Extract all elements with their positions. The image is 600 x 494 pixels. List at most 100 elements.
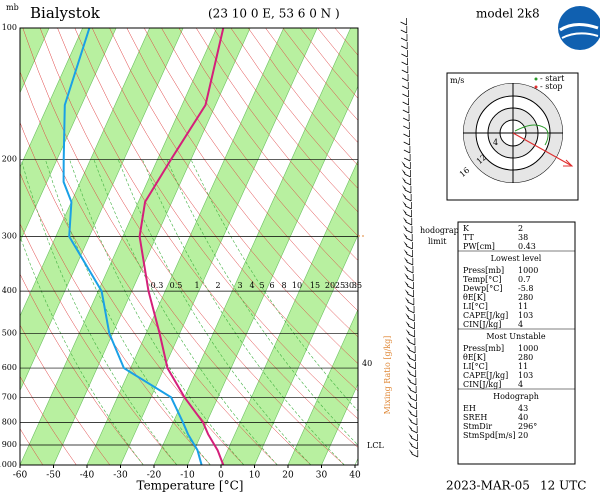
hodo-ring: 4 (493, 138, 498, 147)
barb-pennant (405, 313, 410, 318)
barb-staff (404, 189, 412, 194)
dry-adiabat (213, 28, 358, 213)
barb-pennant (403, 241, 408, 246)
dry-adiabat (20, 223, 178, 465)
y-tick-label: 900 (2, 440, 17, 449)
isotherm-band (20, 28, 251, 465)
barb-pennant (402, 217, 407, 222)
barb-pennant (404, 297, 409, 302)
barb-staff (408, 333, 415, 338)
barb-staff (406, 269, 414, 274)
barb-pennant (407, 417, 412, 422)
index-value: -5.8 (518, 284, 533, 293)
dry-adiabat (126, 28, 358, 338)
section-title: Lowest level (491, 254, 542, 263)
barb-staff (407, 277, 414, 282)
index-name: EH (463, 404, 476, 413)
barb-staff (409, 381, 417, 386)
y-tick-label: 700 (2, 392, 17, 401)
barb-staff (408, 317, 415, 322)
isotherm (20, 28, 83, 168)
isotherm (254, 234, 358, 465)
barb-pennant (402, 209, 407, 214)
section-title: Hodograph (493, 392, 539, 401)
dry-adiabat (143, 28, 358, 312)
index-value: 4 (518, 380, 523, 389)
x-tick-label: -60 (13, 471, 28, 481)
barb-staff (410, 413, 417, 418)
y-tick-label: 200 (2, 155, 17, 164)
barb-pennant (405, 337, 410, 342)
barb-staff (401, 45, 408, 50)
barb-staff (406, 261, 413, 266)
barb-staff (405, 221, 412, 226)
x-tick-label: -40 (80, 471, 95, 481)
barb-pennant (404, 281, 409, 286)
x-tick-label: 30 (316, 471, 328, 481)
barb-staff (406, 253, 413, 258)
mixing-ratio-label: 3 (237, 281, 242, 290)
index-value: 20 (518, 431, 528, 440)
index-value: 4 (518, 320, 523, 329)
index-value: 2 (518, 224, 523, 233)
mixing-ratio-label: 20 (325, 281, 335, 290)
subtitle: (23 10 0 E, 53 6 0 N ) (208, 7, 340, 21)
index-name: Press[mb] (463, 266, 504, 275)
y-tick-label: 800 (2, 418, 17, 427)
chart-title: Bialystok (30, 4, 101, 22)
barb-pennant (403, 233, 408, 238)
dry-adiabat (22, 28, 312, 465)
mixing-ratio-label: 8 (281, 281, 286, 290)
barb-pennant (404, 289, 409, 294)
index-name: Dewp[°C] (463, 284, 502, 293)
dry-adiabat (178, 28, 358, 261)
barb-staff (411, 453, 418, 458)
index-value: 38 (518, 233, 528, 242)
dry-adiabat (20, 70, 278, 465)
barb-pennant (405, 329, 410, 334)
barb-pennant (408, 433, 413, 438)
index-name: CIN[J/kg] (463, 320, 501, 329)
barb-staff (404, 181, 411, 186)
barb-staff (410, 397, 417, 402)
barb-staff (403, 141, 410, 146)
index-name: TT (463, 233, 474, 242)
lcl-label: LCL (367, 441, 384, 450)
index-name: LI[°C] (463, 362, 488, 371)
isotherm-band (87, 28, 318, 465)
isotherm (321, 383, 358, 465)
barb-staff (402, 101, 409, 106)
index-value: 1000 (518, 266, 538, 275)
isotherm (53, 28, 251, 465)
isotherm-band (20, 28, 184, 391)
barb-pennant (403, 249, 408, 254)
mixing-ratio-label: 4 (249, 281, 254, 290)
barb-staff (401, 69, 408, 74)
dry-adiabat (195, 28, 358, 237)
barb-staff (403, 149, 411, 154)
barb-pennant (402, 225, 407, 230)
barb-pennant (408, 425, 413, 430)
barb-pennant (406, 361, 411, 366)
isotherm (20, 28, 217, 465)
barb-staff (411, 429, 418, 434)
index-name: K (463, 224, 470, 233)
barb-pennant (404, 273, 409, 278)
index-name: CIN[J/kg] (463, 380, 501, 389)
index-name: θE[K] (463, 353, 486, 362)
moist-adiabat (142, 159, 345, 465)
barb-pennant (401, 185, 406, 190)
x-tick-label: -10 (180, 471, 195, 481)
index-value: 11 (518, 302, 528, 311)
y-label: mb (6, 3, 19, 12)
barb-pennant (408, 441, 413, 446)
barb-staff (400, 29, 407, 34)
index-name: StmSpd[m/s] (463, 431, 516, 440)
isotherm (153, 28, 351, 465)
index-value: 280 (518, 293, 533, 302)
index-name: PW[cm] (463, 242, 495, 251)
isotherm (120, 28, 318, 465)
hodo-limit: hodograph (420, 226, 464, 235)
dry-adiabat (74, 28, 358, 420)
